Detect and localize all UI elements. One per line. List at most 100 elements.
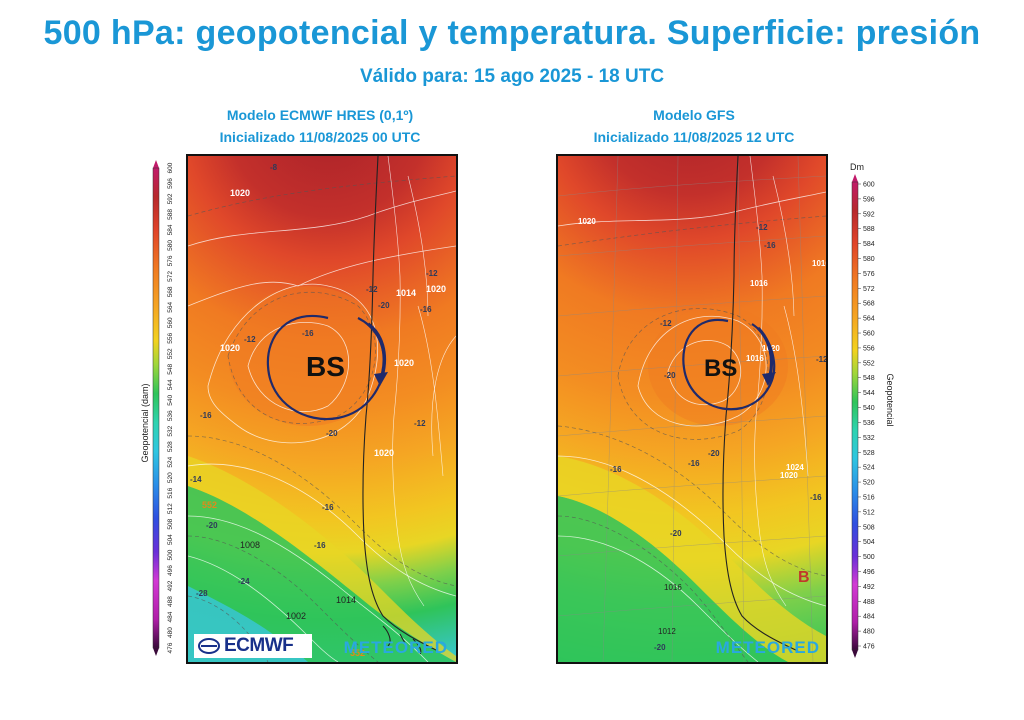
isotherm-label: -16 xyxy=(420,305,432,314)
colorbar-tick-label: 512 xyxy=(167,503,174,514)
left-map-panel: 1020 1020 1014 1020 1020 1020 1008 1014 … xyxy=(186,154,458,664)
isotherm-label: -12 xyxy=(414,419,426,428)
right-model-init: Inicializado 11/08/2025 12 UTC xyxy=(593,129,795,145)
colorbar-tick-label: 584 xyxy=(167,224,174,235)
isotherm-label: -12 xyxy=(244,335,256,344)
colorbar-tick-label: 480 xyxy=(167,627,174,638)
pressure-label: 1020 xyxy=(230,188,250,198)
colorbar-tick-label: 556 xyxy=(167,333,174,344)
ecmwf-logo-icon xyxy=(198,638,220,654)
isotherm-label: -16 xyxy=(200,411,212,420)
valid-time: Válido para: 15 ago 2025 - 18 UTC xyxy=(359,66,665,87)
colorbar-tick-label: 592 xyxy=(167,193,174,204)
isotherm-label: -20 xyxy=(326,429,338,438)
colorbar-tick-label: 568 xyxy=(167,286,174,297)
isotherm-label: -14 xyxy=(190,475,202,484)
colorbar-tick-label: 588 xyxy=(863,226,875,233)
colorbar-tick-label: 508 xyxy=(167,518,174,529)
pressure-label: 1016 xyxy=(664,583,682,592)
colorbar-tick-label: 544 xyxy=(863,390,875,397)
colorbar-bottom-arrow xyxy=(153,648,159,656)
pressure-label: 1016 xyxy=(812,259,826,268)
colorbar-tick-label: 584 xyxy=(863,241,875,248)
colorbar-tick-label: 548 xyxy=(863,375,875,382)
colorbar-tick-label: 496 xyxy=(167,565,174,576)
isotherm-label: -12 xyxy=(756,223,768,232)
colorbar-tick-label: 520 xyxy=(863,480,875,487)
isotherm-label: -12 xyxy=(660,319,672,328)
pressure-label: 1008 xyxy=(240,540,260,550)
meteored-logo: METEORED xyxy=(343,638,448,657)
colorbar-tick-label: 588 xyxy=(167,209,174,220)
colorbar-tick-label: 476 xyxy=(167,642,174,653)
colorbar-tick-label: 552 xyxy=(863,360,875,367)
colorbar-tick-label: 524 xyxy=(863,465,875,472)
colorbar-tick-label: 576 xyxy=(863,271,875,278)
right-model-header: Modelo GFS Inicializado 11/08/2025 12 UT… xyxy=(534,104,854,148)
colorbar-tick-label: 492 xyxy=(863,584,875,591)
page-title: 500 hPa: geopotencial y temperatura. Sup… xyxy=(43,14,981,52)
colorbar-tick-label: 532 xyxy=(863,435,875,442)
colorbar-tick-label: 488 xyxy=(167,596,174,607)
isotherm-label: -20 xyxy=(206,521,218,530)
pressure-label: 1014 xyxy=(396,288,416,298)
pressure-label: 1020 xyxy=(578,217,596,226)
right-colorbar-unit: Dm xyxy=(850,162,864,172)
colorbar-tick-label: 560 xyxy=(167,317,174,328)
pressure-label: 1002 xyxy=(286,611,306,621)
ecmwf-logo: ECMWF xyxy=(194,634,312,658)
pressure-label: 1020 xyxy=(220,343,240,353)
colorbar-tick-label: 484 xyxy=(167,611,174,622)
isotherm-label: -20 xyxy=(654,643,666,652)
colorbar-tick-label: 476 xyxy=(863,644,875,651)
right-colorbar: Dm 600 596 5 xyxy=(840,162,900,660)
colorbar-top-arrow xyxy=(153,160,159,168)
cutoff-low-arrow xyxy=(682,318,776,411)
pressure-label: 1020 xyxy=(394,358,414,368)
isotherm-label: -12 xyxy=(366,285,378,294)
isotherm-label: -16 xyxy=(302,329,314,338)
colorbar-tick-label: 516 xyxy=(863,494,875,501)
isotherm-label: -16 xyxy=(610,465,622,474)
left-colorbar: 476 480 484 488 492 496 500 504 508 512 516 520 524 5… xyxy=(150,160,180,656)
pressure-label: 1020 xyxy=(780,471,798,480)
isotherm-label: -20 xyxy=(708,449,720,458)
left-model-name: Modelo ECMWF HRES (0,1º) xyxy=(226,107,414,123)
colorbar-tick-label: 556 xyxy=(863,345,875,352)
cutoff-low-arrow xyxy=(266,314,388,421)
isotherm-label: -16 xyxy=(314,541,326,550)
isotherm-label: -28 xyxy=(196,589,208,598)
colorbar-tick-label: 540 xyxy=(167,394,174,405)
colorbar-tick-label: 596 xyxy=(863,196,875,203)
colorbar-tick-label: 508 xyxy=(863,524,875,531)
colorbar-tick-label: 524 xyxy=(167,456,174,467)
isotherm-label: -20 xyxy=(670,529,682,538)
pressure-label: 1020 xyxy=(426,284,446,294)
low-b-label: B xyxy=(798,569,810,586)
colorbar-tick-label: 560 xyxy=(863,331,875,338)
pressure-label: 1014 xyxy=(336,595,356,605)
colorbar-tick-label: 512 xyxy=(863,509,875,516)
pressure-label: 1016 xyxy=(746,354,764,363)
isotherm-label: -12 xyxy=(816,355,826,364)
left-model-header: Modelo ECMWF HRES (0,1º) Inicializado 11… xyxy=(160,104,480,148)
colorbar-tick-label: 528 xyxy=(167,441,174,452)
colorbar-tick-label: 516 xyxy=(167,487,174,498)
isotherm-label: -16 xyxy=(810,493,822,502)
colorbar-tick-label: 500 xyxy=(863,554,875,561)
colorbar-tick-label: 528 xyxy=(863,450,875,457)
colorbar-tick-label: 504 xyxy=(863,539,875,546)
right-colorbar-label: Geopotencial xyxy=(885,373,895,427)
colorbar-tick-label: 564 xyxy=(167,302,174,313)
colorbar-tick-label: 580 xyxy=(863,256,875,263)
colorbar-tick-label: 600 xyxy=(167,162,174,173)
colorbar-tick-label: 568 xyxy=(863,301,875,308)
colorbar-tick-label: 576 xyxy=(167,255,174,266)
colorbar-tick-label: 548 xyxy=(167,363,174,374)
isotherm-label: -16 xyxy=(688,459,700,468)
pressure-label: 1024 xyxy=(786,463,804,472)
isotherm-label: -24 xyxy=(238,577,250,586)
colorbar-tick-label: 552 xyxy=(167,348,174,359)
colorbar-tick-label: 536 xyxy=(863,420,875,427)
colorbar-tick-label: 520 xyxy=(167,472,174,483)
